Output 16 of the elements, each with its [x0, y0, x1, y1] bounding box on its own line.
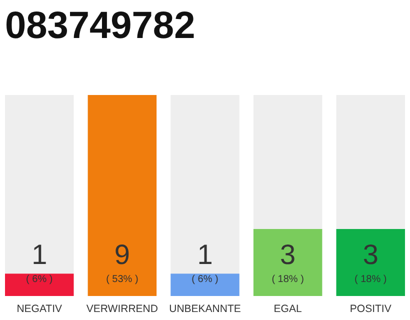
x-tick-label: POSITIV	[350, 303, 392, 315]
annotation: ( 6% )	[192, 274, 218, 285]
data-label: 1	[32, 239, 48, 270]
annotation: ( 53% )	[106, 274, 138, 285]
chart-title: 083749782	[5, 5, 196, 47]
data-label: 3	[362, 239, 378, 270]
annotation: ( 18% )	[272, 274, 304, 285]
data-label: 3	[280, 239, 296, 270]
x-tick-label: EGAL	[274, 303, 302, 315]
x-tick-label: NEGATIV	[16, 303, 62, 315]
x-tick-label: VERWIRREND	[86, 303, 158, 315]
data-label: 1	[197, 239, 213, 270]
data-label: 9	[114, 239, 130, 270]
x-tick-label: UNBEKANNTE	[169, 303, 241, 315]
annotation: ( 6% )	[26, 274, 53, 285]
annotation: ( 18% )	[354, 274, 387, 285]
